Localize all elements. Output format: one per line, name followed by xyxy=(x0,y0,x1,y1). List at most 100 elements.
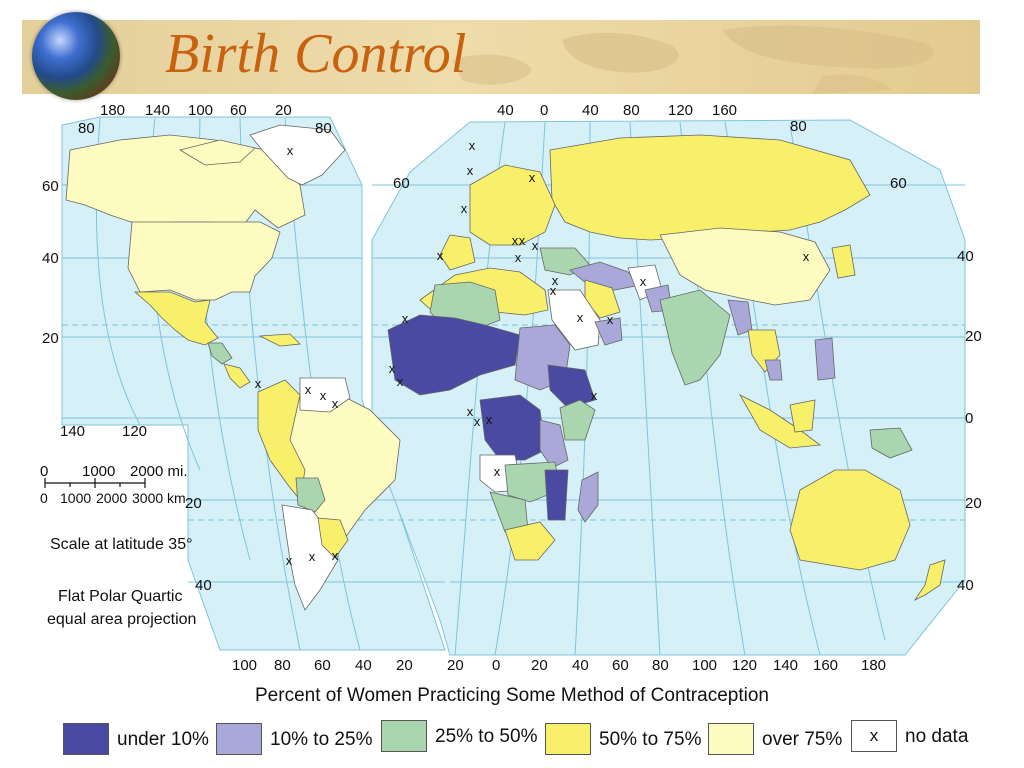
svg-text:x: x xyxy=(287,143,294,158)
svg-text:x: x xyxy=(467,404,474,419)
lon-bottom-60e: 60 xyxy=(612,657,629,674)
svg-text:x: x xyxy=(255,376,262,391)
banner-world-texture xyxy=(452,25,934,94)
scale-km-2000: 2000 xyxy=(96,490,128,506)
no-data-markers: x x x x x x x x x x x x x x x x x x x x … xyxy=(255,138,810,568)
svg-text:x: x xyxy=(305,382,312,397)
lon-bottom-80w: 80 xyxy=(274,657,291,674)
scale-mi-0: 0 xyxy=(40,463,49,480)
scale-mi-2000: 2000 mi. xyxy=(130,463,188,480)
svg-text:x: x xyxy=(607,312,614,327)
legend-title: Percent of Women Practicing Some Method … xyxy=(255,685,769,706)
lon-bottom-40e: 40 xyxy=(572,657,589,674)
legend-label-under-10: under 10% xyxy=(117,729,209,750)
lon-bottom-100w: 100 xyxy=(232,657,258,674)
svg-text:x: x xyxy=(529,170,536,185)
lat-label-60-right: 60 xyxy=(890,175,907,192)
lon-bottom-80e: 80 xyxy=(652,657,669,674)
lat-label-right-40s: 40 xyxy=(957,577,974,594)
lon-label-40e: 40 xyxy=(582,102,599,119)
svg-text:x: x xyxy=(494,464,501,479)
lat-label-right-40n: 40 xyxy=(957,248,974,265)
lon-label-140-mid: 140 xyxy=(60,423,86,440)
svg-text:x: x xyxy=(803,249,810,264)
scale-mi-1000: 1000 xyxy=(82,463,116,480)
svg-text:x: x xyxy=(397,374,404,389)
legend-swatch-25-50 xyxy=(381,720,427,752)
lon-bottom-140e: 140 xyxy=(773,657,799,674)
oceania xyxy=(738,337,946,602)
lon-bottom-180: 180 xyxy=(861,657,887,674)
legend-swatch-10-25 xyxy=(216,723,262,755)
lat-label-80-right: 80 xyxy=(790,118,807,135)
lat-label-40s-west: 40 xyxy=(195,577,212,594)
svg-text:x: x xyxy=(332,548,339,563)
lat-label-80w: 80 xyxy=(78,120,95,137)
lon-label-140: 140 xyxy=(145,102,171,119)
scale-km-0: 0 xyxy=(40,490,48,506)
lon-bottom-20w: 20 xyxy=(396,657,413,674)
svg-text:x: x xyxy=(532,238,539,253)
lat-label-20s-west: 20 xyxy=(185,495,202,512)
lon-label-0: 0 xyxy=(540,102,549,119)
lat-label-40w-left: 40 xyxy=(42,250,59,267)
globe-icon xyxy=(32,12,120,100)
lon-label-180: 180 xyxy=(100,102,126,119)
legend-label-25-50: 25% to 50% xyxy=(435,726,538,747)
scale-km-3000: 3000 km xyxy=(132,490,186,506)
lon-label-60: 60 xyxy=(230,102,247,119)
page-title: Birth Control xyxy=(165,23,467,85)
lon-bottom-20e: 20 xyxy=(531,657,548,674)
lon-bottom-40w: 40 xyxy=(355,657,372,674)
title-banner xyxy=(22,20,980,94)
lat-label-60w: 60 xyxy=(42,178,59,195)
legend-label-50-75: 50% to 75% xyxy=(599,729,702,750)
svg-text:x: x xyxy=(402,311,409,326)
svg-text:x: x xyxy=(467,163,474,178)
lat-label-right-0: 0 xyxy=(965,410,974,427)
svg-text:x: x xyxy=(552,273,559,288)
lon-label-100: 100 xyxy=(188,102,214,119)
south-america xyxy=(257,377,401,611)
scale-latitude-note: Scale at latitude 35° xyxy=(50,536,193,553)
svg-text:x: x xyxy=(469,138,476,153)
projection-line-2: equal area projection xyxy=(47,611,197,628)
svg-text:x: x xyxy=(591,388,598,403)
legend-label-no-data: no data xyxy=(905,726,969,747)
legend-swatch-under-10 xyxy=(63,723,109,755)
lon-label-20: 20 xyxy=(275,102,292,119)
svg-text:x: x xyxy=(389,361,396,376)
lon-label-80e: 80 xyxy=(623,102,640,119)
svg-text:x: x xyxy=(519,233,526,248)
svg-text:x: x xyxy=(640,274,647,289)
svg-text:x: x xyxy=(437,248,444,263)
svg-text:x: x xyxy=(332,396,339,411)
svg-text:x: x xyxy=(515,250,522,265)
lon-bottom-120e: 120 xyxy=(732,657,758,674)
svg-text:x: x xyxy=(286,553,293,568)
north-america xyxy=(65,134,306,389)
scale-bar xyxy=(44,478,146,488)
lat-label-20w: 20 xyxy=(42,330,59,347)
svg-text:x: x xyxy=(474,414,481,429)
scale-km-1000: 1000 xyxy=(60,490,92,506)
lon-bottom-20w-east: 20 xyxy=(447,657,464,674)
svg-text:x: x xyxy=(461,201,468,216)
africa xyxy=(387,267,599,561)
lon-label-120-mid: 120 xyxy=(122,423,148,440)
svg-text:x: x xyxy=(577,310,584,325)
lon-label-120e: 120 xyxy=(668,102,694,119)
lat-label-80-top: 80 xyxy=(315,120,332,137)
legend-swatch-50-75 xyxy=(545,723,591,755)
lon-bottom-160e: 160 xyxy=(813,657,839,674)
svg-text:x: x xyxy=(512,233,519,248)
lon-bottom-100e: 100 xyxy=(692,657,718,674)
svg-text:x: x xyxy=(550,283,557,298)
lon-bottom-0: 0 xyxy=(492,657,501,674)
svg-text:x: x xyxy=(309,549,316,564)
lat-label-right-20s: 20 xyxy=(965,495,982,512)
svg-text:x: x xyxy=(486,412,493,427)
svg-text:x: x xyxy=(320,388,327,403)
lon-bottom-60w: 60 xyxy=(314,657,331,674)
